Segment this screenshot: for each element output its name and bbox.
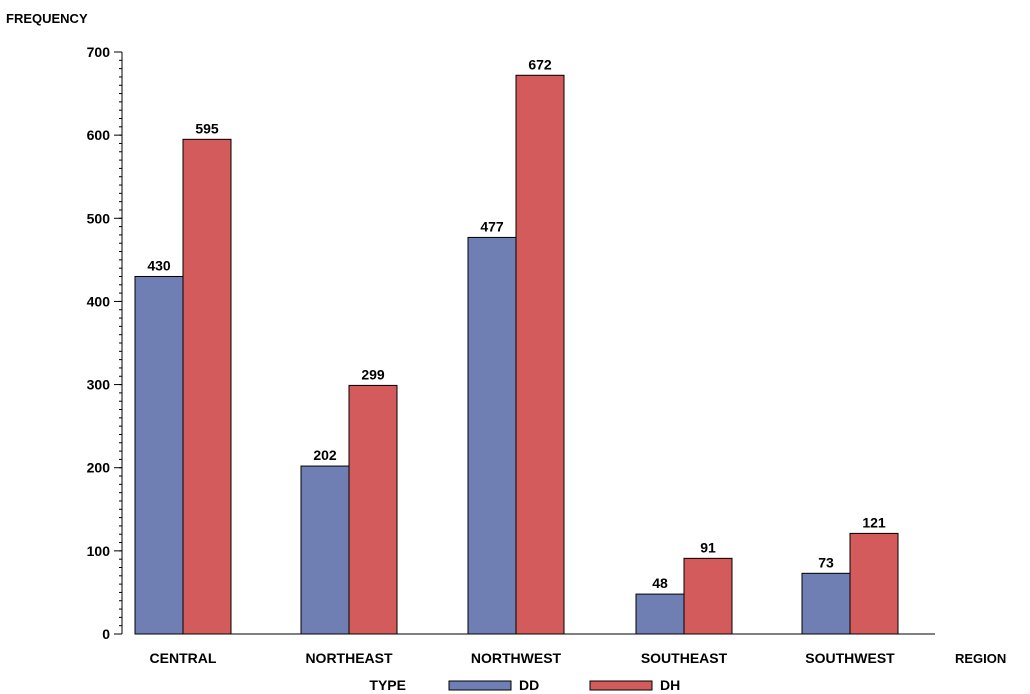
x-tick-label: SOUTHWEST	[805, 650, 895, 666]
bar-group: 48 91	[635, 539, 733, 635]
data-label: 91	[700, 539, 716, 555]
data-label: 299	[361, 366, 385, 382]
y-tick-label: 700	[87, 44, 111, 60]
x-axis-title: REGION	[955, 651, 1006, 666]
x-tick-label: NORTHEAST	[305, 650, 393, 666]
data-label: 121	[862, 514, 886, 530]
legend: TYPE DD DH	[369, 677, 680, 693]
bar-group: 430 595	[134, 120, 232, 635]
data-label: 672	[528, 56, 552, 72]
y-tick-label: 400	[87, 293, 111, 309]
legend-label: DH	[660, 677, 680, 693]
bar-dh	[348, 384, 398, 635]
y-tick-label: 200	[87, 460, 111, 476]
bar-group: 477 672	[467, 56, 565, 635]
data-label: 202	[313, 447, 337, 463]
legend-title: TYPE	[369, 677, 406, 693]
data-label: 595	[195, 120, 219, 136]
bar-dd	[801, 572, 851, 635]
y-tick-label: 300	[87, 377, 111, 393]
legend-swatch-dd	[448, 680, 512, 691]
data-label: 477	[480, 218, 504, 234]
x-tick-label: NORTHWEST	[471, 650, 562, 666]
data-label: 48	[652, 575, 668, 591]
y-tick-label: 100	[87, 543, 111, 559]
y-tick-label: 500	[87, 210, 111, 226]
bar-dd	[300, 465, 350, 635]
x-tick-label: CENTRAL	[150, 650, 217, 666]
bar-dd	[134, 275, 184, 635]
y-tick-label: 0	[102, 626, 110, 642]
data-label: 430	[147, 257, 171, 273]
bar-dh	[182, 138, 232, 635]
x-axis: CENTRAL NORTHEAST NORTHWEST SOUTHEAST SOUTHW…	[136, 633, 935, 666]
legend-label: DD	[519, 677, 539, 693]
bar-dd	[635, 593, 685, 635]
bar-dh	[515, 74, 565, 635]
y-tick-label: 600	[87, 127, 111, 143]
data-label: 73	[818, 554, 834, 570]
bar-dh	[849, 532, 899, 635]
bar-groups: 430 595 202 299 477 672 48 91 73 121	[134, 56, 899, 635]
x-tick-label: SOUTHEAST	[641, 650, 728, 666]
y-axis-title: FREQUENCY	[6, 11, 88, 26]
bar-dd	[467, 236, 517, 635]
legend-swatch-dh	[589, 680, 653, 691]
y-axis: 0 100 200 300 400 500 600 700	[87, 44, 123, 642]
bar-group: 73 121	[801, 514, 899, 635]
bar-group: 202 299	[300, 366, 398, 635]
bar-dh	[683, 557, 733, 635]
